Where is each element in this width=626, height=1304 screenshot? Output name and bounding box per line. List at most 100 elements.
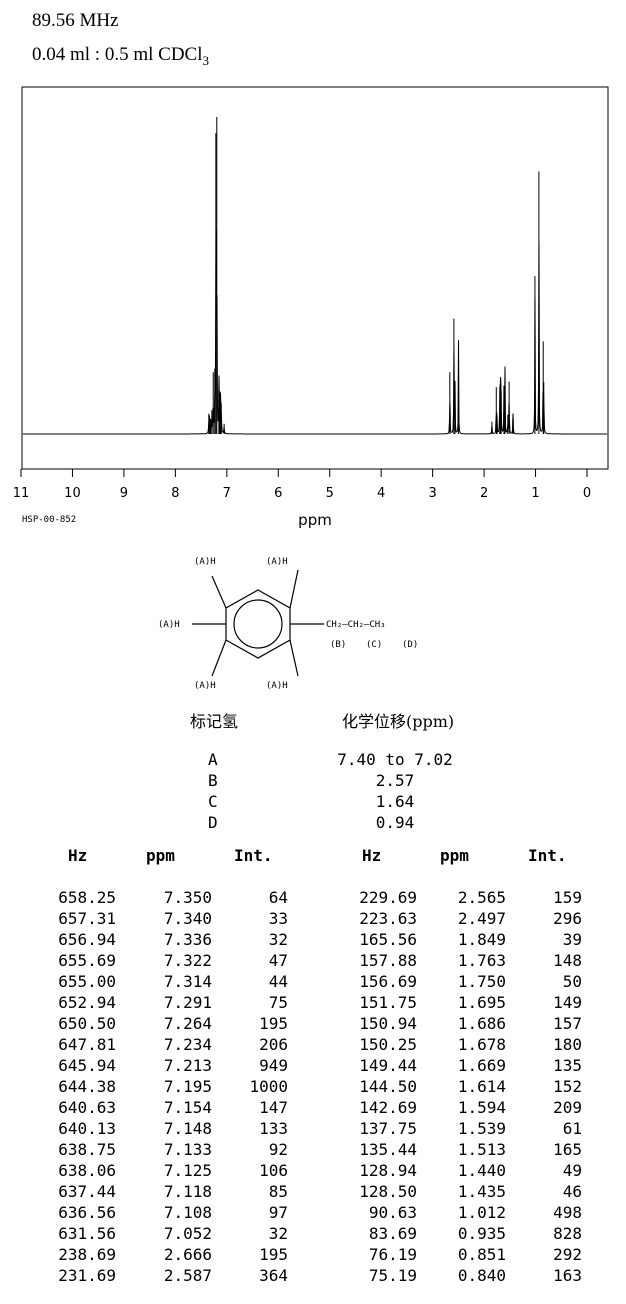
peak-int-cell: 148 (553, 951, 582, 970)
propyl-chain: CH₂—CH₂—CH₃ (326, 620, 386, 630)
peak-int-cell: 195 (259, 1245, 288, 1264)
peak-int-cell: 97 (268, 1203, 288, 1222)
solvent-text: 0.04 ml : 0.5 ml CDCl (32, 44, 203, 65)
col-ppm-2: ppm (440, 846, 469, 865)
peak-ppm-cell: 2.587 (163, 1266, 212, 1285)
peak-ppm-cell: 7.314 (163, 972, 212, 991)
x-tick-label-5: 5 (326, 486, 334, 501)
assign-col-shift: 化学位移(ppm) (342, 712, 455, 731)
peak-ppm-cell: 1.849 (457, 930, 506, 949)
peak-int-cell: 209 (553, 1098, 582, 1117)
h-label-a5: (A)H (266, 681, 288, 691)
peak-hz-cell: 223.63 (359, 909, 417, 928)
peak-int-cell: 163 (553, 1266, 582, 1285)
peak-int-cell: 133 (259, 1119, 288, 1138)
peak-int-cell: 106 (259, 1161, 288, 1180)
peak-int-cell: 64 (268, 888, 288, 907)
peak-hz-cell: 656.94 (58, 930, 116, 949)
assign-label-B: B (208, 771, 218, 790)
peak-ppm-cell: 1.695 (457, 993, 506, 1012)
peak-hz-cell: 645.94 (58, 1056, 116, 1075)
peak-hz-cell: 83.69 (368, 1224, 417, 1243)
assign-value-D: 0.94 (375, 813, 415, 832)
peak-ppm-cell: 1.763 (457, 951, 506, 970)
peak-hz-cell: 150.94 (359, 1014, 417, 1033)
peak-hz-cell: 637.44 (58, 1182, 116, 1201)
peak-hz-cell: 151.75 (359, 993, 417, 1012)
peak-int-cell: 33 (268, 909, 288, 928)
peak-ppm-cell: 7.264 (163, 1014, 212, 1033)
spectrum-trace (23, 229, 607, 435)
peak-ppm-cell: 7.133 (163, 1140, 212, 1159)
assign-value-C: 1.64 (375, 792, 415, 811)
solvent-subscript: 3 (202, 52, 210, 68)
h-label-a3: (A)H (158, 620, 180, 630)
peak-hz-cell: 647.81 (58, 1035, 116, 1054)
peak-int-cell: 195 (259, 1014, 288, 1033)
peak-ppm-cell: 7.336 (163, 930, 212, 949)
peak-hz-cell: 644.38 (58, 1077, 116, 1096)
peak-hz-cell: 640.13 (58, 1119, 116, 1138)
spectrometer-frequency: 89.56 MHz (32, 10, 119, 31)
assign-col-hydrogen: 标记氢 (190, 712, 239, 731)
peak-int-cell: 149 (553, 993, 582, 1012)
peak-ppm-cell: 7.291 (163, 993, 212, 1012)
peak-hz-cell: 75.19 (368, 1266, 417, 1285)
x-tick-label-8: 8 (171, 486, 179, 501)
peak-hz-cell: 157.88 (359, 951, 417, 970)
bond-h1 (211, 575, 227, 609)
peak-ppm-cell: 7.350 (163, 888, 212, 907)
peak-hz-cell: 156.69 (359, 972, 417, 991)
label-b: (B) (330, 640, 346, 650)
x-tick-label-11: 11 (13, 486, 30, 501)
x-axis: 11 10 9 8 7 6 5 4 3 2 1 0 (13, 468, 608, 501)
nmr-spectrum-chart: 11 10 9 8 7 6 5 4 3 2 1 0 ppm (13, 86, 609, 529)
peak-int-cell: 159 (553, 888, 582, 907)
peak-hz-cell: 640.63 (58, 1098, 116, 1117)
peak-ppm-cell: 7.052 (163, 1224, 212, 1243)
peak-hz-cell: 128.94 (359, 1161, 417, 1180)
bond-h4 (211, 639, 227, 677)
peak-hz-cell: 231.69 (58, 1266, 116, 1285)
peak-ppm-cell: 1.539 (457, 1119, 506, 1138)
peak-hz-cell: 652.94 (58, 993, 116, 1012)
peak-int-cell: 828 (553, 1224, 582, 1243)
peak-hz-cell: 229.69 (359, 888, 417, 907)
x-tick-label-2: 2 (480, 486, 488, 501)
peak-hz-cell: 149.44 (359, 1056, 417, 1075)
peak-hz-cell: 128.50 (359, 1182, 417, 1201)
peak-ppm-cell: 2.666 (163, 1245, 212, 1264)
label-c: (C) (366, 640, 382, 650)
peak-int-cell: 61 (562, 1119, 582, 1138)
peak-ppm-cell: 1.686 (457, 1014, 506, 1033)
peak-ppm-cell: 7.154 (163, 1098, 212, 1117)
peak-hz-cell: 137.75 (359, 1119, 417, 1138)
peak-ppm-cell: 1.750 (457, 972, 506, 991)
peak-int-cell: 32 (268, 1224, 288, 1243)
peak-hz-cell: 636.56 (58, 1203, 116, 1222)
assign-value-A: 7.40 to 7.02 (337, 750, 453, 769)
peak-int-cell: 1000 (249, 1077, 288, 1096)
peak-hz-cell: 657.31 (58, 909, 116, 928)
peak-int-cell: 135 (553, 1056, 582, 1075)
solvent-info: 0.04 ml : 0.5 ml CDCl3 (32, 44, 209, 69)
h-label-a2: (A)H (266, 557, 288, 567)
peak-hz-cell: 144.50 (359, 1077, 417, 1096)
peak-int-cell: 92 (268, 1140, 288, 1159)
peak-int-cell: 47 (268, 951, 288, 970)
peak-ppm-cell: 1.012 (457, 1203, 506, 1222)
peak-ppm-cell: 0.851 (457, 1245, 506, 1264)
h-label-a4: (A)H (194, 681, 216, 691)
peak-ppm-cell: 1.513 (457, 1140, 506, 1159)
peak-hz-cell: 150.25 (359, 1035, 417, 1054)
molecule-structure: (A)H (A)H (A)H (A)H (A)H CH₂—CH₂—CH₃ (B)… (158, 557, 418, 691)
peak-ppm-cell: 7.213 (163, 1056, 212, 1075)
peak-int-cell: 85 (268, 1182, 288, 1201)
peak-hz-cell: 655.00 (58, 972, 116, 991)
peak-ppm-cell: 7.322 (163, 951, 212, 970)
peak-ppm-cell: 0.840 (457, 1266, 506, 1285)
peak-hz-cell: 142.69 (359, 1098, 417, 1117)
assign-label-A: A (208, 750, 218, 769)
bond-h5 (289, 639, 299, 677)
peak-hz-cell: 90.63 (368, 1203, 417, 1222)
